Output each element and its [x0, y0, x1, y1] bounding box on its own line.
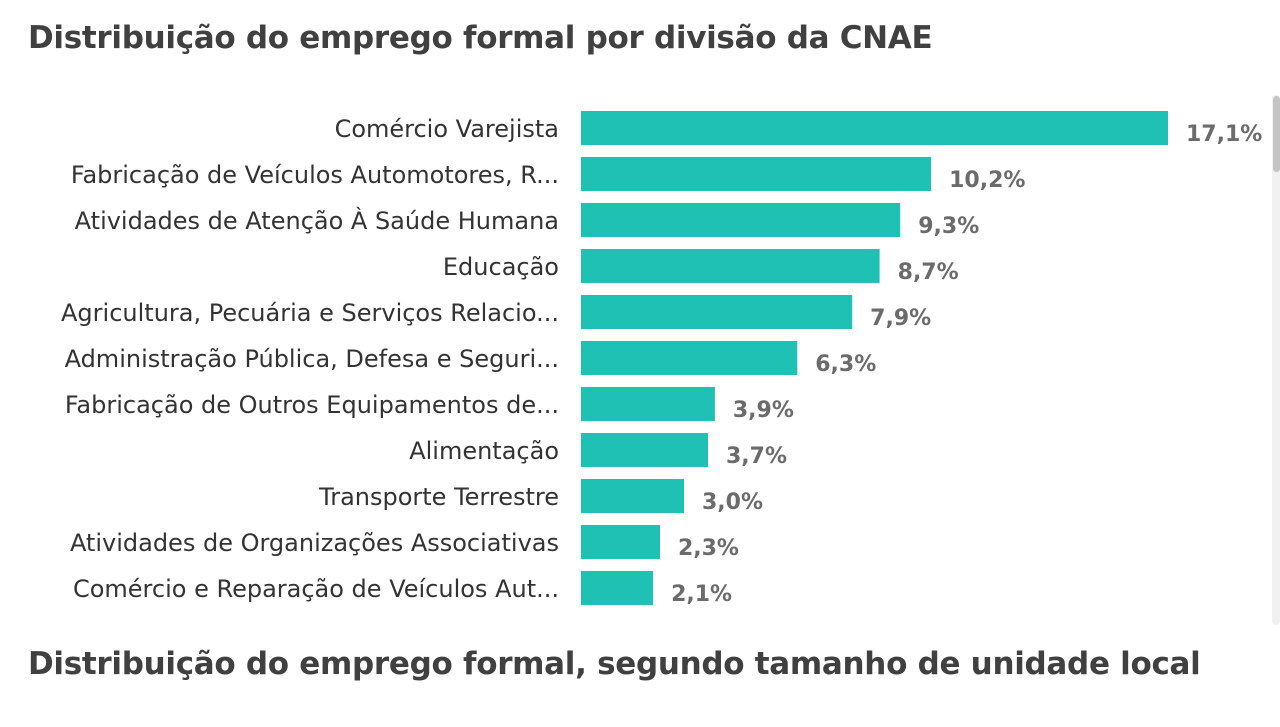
value-label: 2,3% — [678, 536, 739, 561]
category-label: Fabricação de Outros Equipamentos de... — [65, 391, 559, 419]
bar — [581, 479, 684, 513]
value-label: 17,1% — [1186, 122, 1262, 147]
bar — [581, 157, 932, 191]
bar — [581, 249, 880, 283]
category-label: Atividades de Atenção À Saúde Humana — [75, 206, 559, 235]
value-label: 3,9% — [733, 398, 794, 423]
value-label: 10,2% — [949, 168, 1025, 193]
category-label: Administração Pública, Defesa e Seguri..… — [65, 345, 559, 373]
category-label: Educação — [443, 253, 559, 281]
value-label: 7,9% — [870, 306, 931, 331]
category-label: Alimentação — [409, 437, 559, 465]
scrollbar-thumb[interactable] — [1273, 96, 1280, 172]
bar — [581, 387, 715, 421]
category-label: Comércio Varejista — [335, 115, 559, 143]
chart-title: Distribuição do emprego formal por divis… — [28, 20, 933, 56]
category-label: Fabricação de Veículos Automotores, R... — [71, 161, 559, 189]
value-label: 2,1% — [671, 582, 732, 607]
value-label: 8,7% — [898, 260, 959, 285]
bar-chart: Comércio Varejista 17,1% Fabricação de Veí… — [61, 111, 1262, 607]
scrollbar-track[interactable] — [1272, 95, 1280, 625]
bar — [581, 295, 853, 329]
second-chart-title: Distribuição do emprego formal, segundo … — [28, 646, 1201, 682]
value-label: 6,3% — [815, 352, 876, 377]
bar — [581, 203, 901, 237]
bar — [581, 525, 660, 559]
bar — [581, 433, 708, 467]
value-label: 9,3% — [918, 214, 979, 239]
bar — [581, 111, 1168, 145]
value-label: 3,7% — [726, 444, 787, 469]
category-label: Comércio e Reparação de Veículos Aut... — [73, 575, 559, 603]
category-label: Agricultura, Pecuária e Serviços Relacio… — [61, 299, 559, 327]
bar — [581, 571, 654, 605]
bar — [581, 341, 798, 375]
category-label: Transporte Terrestre — [318, 483, 559, 511]
bars-group: Comércio Varejista 17,1% Fabricação de Veí… — [61, 111, 1262, 607]
value-label: 3,0% — [702, 490, 763, 515]
category-label: Atividades de Organizações Associativas — [70, 529, 559, 557]
